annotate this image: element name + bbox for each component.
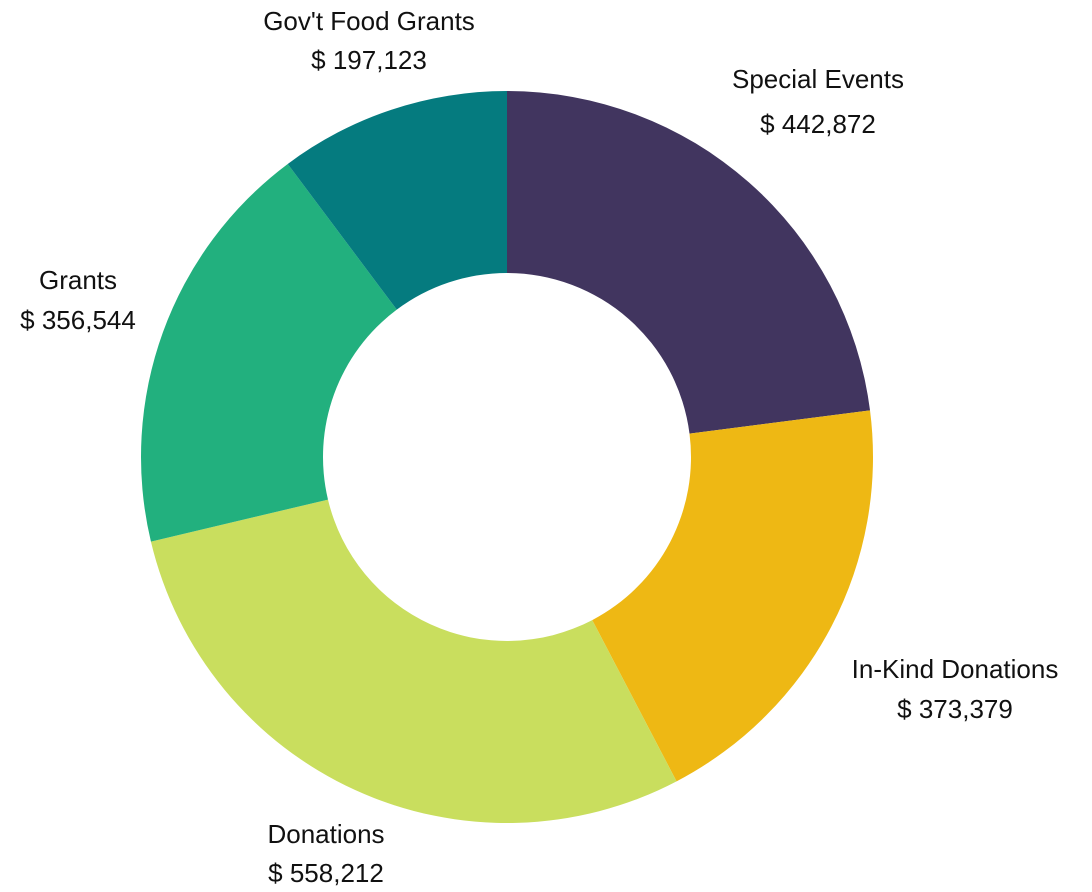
slice-value-special-events: $ 442,872 bbox=[760, 109, 876, 139]
slice-label-donations: Donations bbox=[267, 819, 384, 849]
slice-value-grants: $ 356,544 bbox=[20, 305, 136, 335]
slice-value-donations: $ 558,212 bbox=[268, 858, 384, 888]
slice-label-gov-t-food-grants: Gov't Food Grants bbox=[263, 6, 475, 36]
slice-in-kind-donations bbox=[592, 410, 873, 782]
labels-group: Special Events $ 442,872 In-Kind Donations… bbox=[20, 6, 1058, 888]
slice-label-special-events: Special Events bbox=[732, 64, 904, 94]
slice-grants bbox=[141, 163, 397, 542]
slice-value-gov-t-food-grants: $ 197,123 bbox=[311, 45, 427, 75]
slice-value-in-kind-donations: $ 373,379 bbox=[897, 694, 1013, 724]
slice-label-in-kind-donations: In-Kind Donations bbox=[852, 654, 1059, 684]
slice-gov-t-food-grants bbox=[287, 91, 507, 310]
slice-label-grants: Grants bbox=[39, 265, 117, 295]
slice-special-events bbox=[507, 91, 871, 434]
slices-group bbox=[141, 91, 873, 824]
slice-donations bbox=[150, 499, 677, 824]
